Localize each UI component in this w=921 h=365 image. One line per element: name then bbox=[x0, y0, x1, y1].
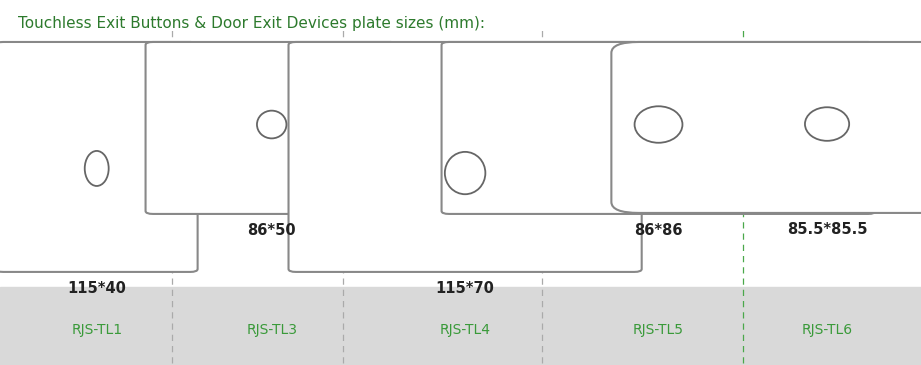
Text: 85.5*85.5: 85.5*85.5 bbox=[787, 222, 868, 237]
FancyBboxPatch shape bbox=[288, 42, 642, 272]
FancyBboxPatch shape bbox=[441, 42, 876, 214]
Ellipse shape bbox=[635, 106, 682, 143]
Text: 115*40: 115*40 bbox=[67, 281, 126, 296]
FancyBboxPatch shape bbox=[612, 42, 921, 213]
Ellipse shape bbox=[85, 151, 109, 186]
Text: RJS-TL4: RJS-TL4 bbox=[439, 323, 491, 337]
Text: RJS-TL6: RJS-TL6 bbox=[801, 323, 853, 337]
Text: RJS-TL1: RJS-TL1 bbox=[71, 323, 122, 337]
Text: 86*86: 86*86 bbox=[635, 223, 682, 238]
Bar bbox=[0, 287, 921, 365]
FancyBboxPatch shape bbox=[0, 42, 198, 272]
Text: 86*50: 86*50 bbox=[248, 223, 296, 238]
Text: RJS-TL5: RJS-TL5 bbox=[633, 323, 684, 337]
FancyBboxPatch shape bbox=[146, 42, 398, 214]
Ellipse shape bbox=[445, 152, 485, 194]
Ellipse shape bbox=[257, 111, 286, 138]
Text: Touchless Exit Buttons & Door Exit Devices plate sizes (mm):: Touchless Exit Buttons & Door Exit Devic… bbox=[18, 16, 485, 31]
Ellipse shape bbox=[805, 107, 849, 141]
Text: RJS-TL3: RJS-TL3 bbox=[246, 323, 297, 337]
Text: 115*70: 115*70 bbox=[436, 281, 495, 296]
